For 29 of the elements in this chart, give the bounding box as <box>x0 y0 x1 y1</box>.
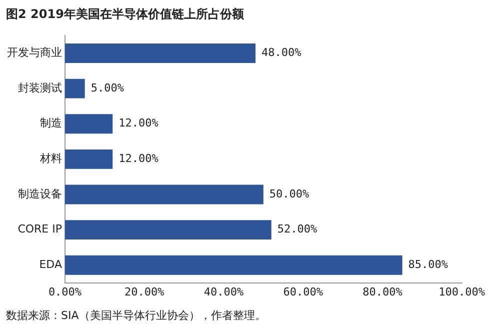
source-note: 数据来源：SIA（美国半导体行业协会），作者整理。 <box>6 308 266 323</box>
bar <box>65 220 272 240</box>
y-tick-label: 制造设备 <box>18 187 62 200</box>
data-label: 5.00% <box>90 81 124 94</box>
x-tick-label: 40.00% <box>204 285 244 298</box>
bar <box>65 149 113 169</box>
data-label: 50.00% <box>269 187 310 200</box>
y-tick-label: 封装测试 <box>18 81 62 94</box>
bar <box>65 255 402 275</box>
x-tick-label: 0.00% <box>48 285 82 298</box>
chart-title: 图2 2019年美国在半导体价值链上所占份额 <box>6 6 244 23</box>
bar <box>65 44 256 63</box>
bar <box>65 184 264 204</box>
data-label: 85.00% <box>408 258 448 271</box>
x-tick-label: 80.00% <box>362 285 403 298</box>
y-tick-label: 制造 <box>40 116 62 130</box>
data-label: 48.00% <box>261 46 302 60</box>
bar <box>65 114 113 134</box>
x-tick-label: 60.00% <box>283 285 324 298</box>
y-tick-label: 材料 <box>39 152 62 166</box>
y-tick-label: EDA <box>39 258 62 271</box>
data-label: 12.00% <box>118 152 159 166</box>
y-tick-label: CORE IP <box>18 222 62 236</box>
y-tick-label: 开发与商业 <box>7 46 62 60</box>
data-label: 52.00% <box>277 222 318 236</box>
bar <box>65 78 85 98</box>
x-tick-label: 100.00% <box>438 285 486 298</box>
data-label: 12.00% <box>118 116 159 130</box>
x-tick-label: 20.00% <box>124 285 165 298</box>
